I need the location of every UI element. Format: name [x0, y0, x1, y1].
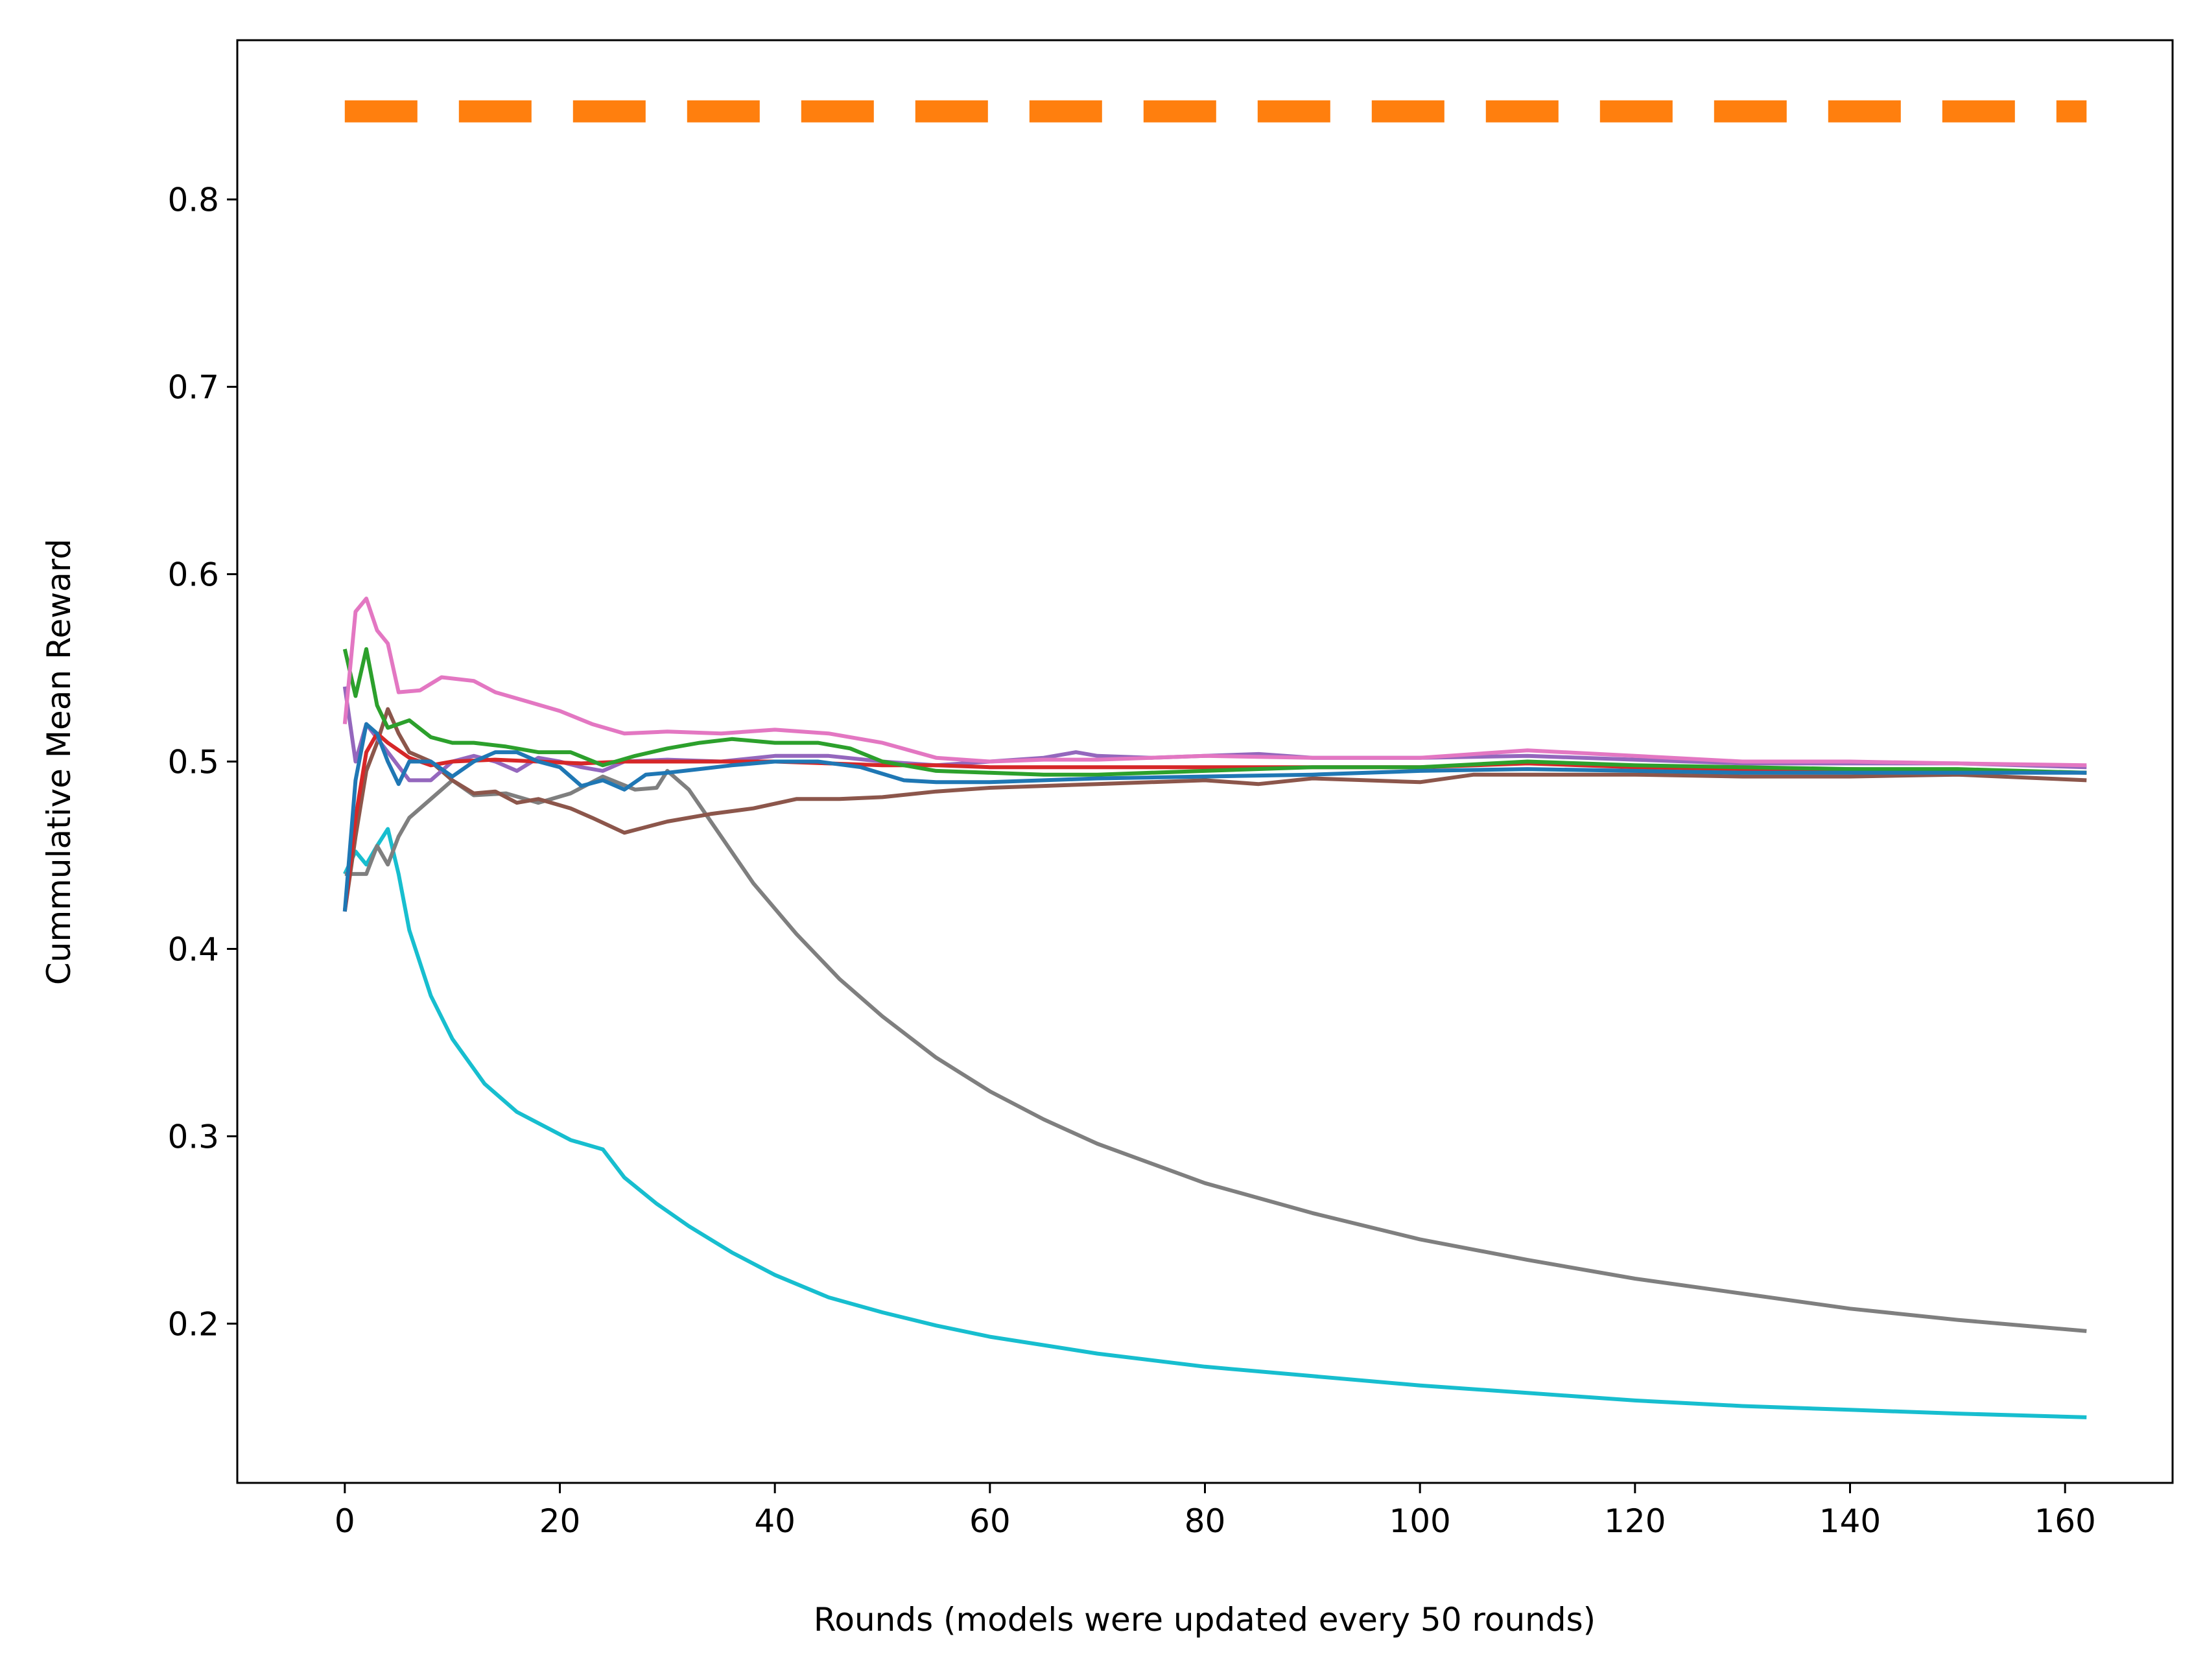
y-tick-label: 0.3 — [167, 1118, 219, 1155]
x-tick-label: 160 — [2034, 1502, 2095, 1540]
series-layer — [342, 100, 2087, 1419]
y-tick-label: 0.6 — [167, 556, 219, 594]
x-tick-label: 0 — [335, 1502, 355, 1540]
y-axis-label: Cummulative Mean Reward — [40, 539, 78, 985]
y-tick-label: 0.2 — [167, 1305, 219, 1343]
series-line-7 — [342, 597, 2087, 768]
y-tick-label: 0.5 — [167, 744, 219, 781]
x-tick-label: 60 — [969, 1502, 1011, 1540]
x-tick-label: 100 — [1389, 1502, 1450, 1540]
x-tick-label: 20 — [539, 1502, 581, 1540]
x-tick-label: 40 — [754, 1502, 796, 1540]
series-line-8 — [342, 722, 2087, 912]
x-axis-label: Rounds (models were updated every 50 rou… — [814, 1601, 1596, 1639]
y-axis: 0.2 0.3 0.4 0.5 0.6 0.7 0.8 — [167, 182, 237, 1343]
x-axis: 0 20 40 60 80 100 120 140 160 — [335, 1483, 2096, 1540]
series-line-3 — [342, 707, 2087, 912]
series-line-1 — [343, 827, 2087, 1419]
series-line-2 — [344, 768, 2087, 1333]
x-tick-label: 80 — [1185, 1502, 1226, 1540]
y-tick-label: 0.8 — [167, 182, 219, 219]
y-tick-label: 0.7 — [167, 369, 219, 407]
x-tick-label: 140 — [1819, 1502, 1881, 1540]
x-tick-label: 120 — [1604, 1502, 1666, 1540]
y-tick-label: 0.4 — [167, 930, 219, 968]
series-line-6 — [342, 647, 2087, 777]
